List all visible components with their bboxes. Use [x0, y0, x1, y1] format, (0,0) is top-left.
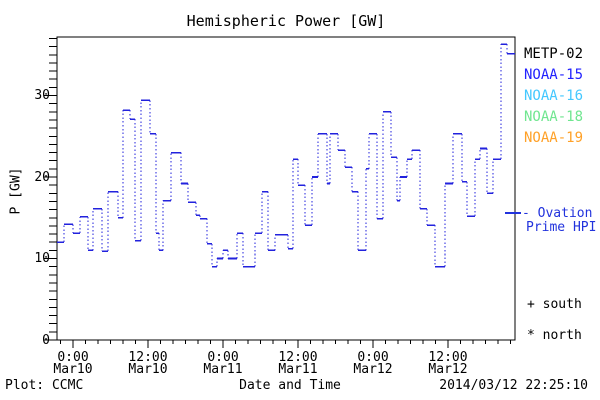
legend-model-line1: - Ovation	[522, 206, 593, 221]
legend-entry-noaa-19: NOAA-19	[524, 130, 584, 146]
legend-entry-metp-02: METP-02	[524, 46, 584, 62]
plot-credit: Plot: CCMC	[5, 378, 84, 393]
x-tick-label: 0:00 Mar12	[353, 350, 393, 377]
y-tick-label: 30	[34, 88, 50, 103]
x-tick-label: 12:00 Mar12	[428, 350, 468, 377]
x-tick-label: 0:00 Mar11	[203, 350, 243, 377]
plot-frame	[56, 36, 516, 341]
legend-marker-north: * north	[527, 328, 582, 343]
chart-title: Hemispheric Power [GW]	[186, 12, 386, 30]
x-tick-label: 0:00 Mar10	[53, 350, 93, 377]
legend-entry-noaa-18: NOAA-18	[524, 109, 584, 125]
legend-marker-south: + south	[527, 297, 582, 312]
x-axis-title: Date and Time	[239, 378, 341, 393]
legend-model-line2: Prime HPI	[526, 220, 597, 235]
plot-timestamp: 2014/03/12 22:25:10	[439, 378, 588, 393]
y-tick-label: 0	[42, 332, 50, 348]
legend-entry-noaa-16: NOAA-16	[524, 88, 584, 104]
y-tick-label: 20	[34, 169, 50, 185]
x-tick-label: 12:00 Mar11	[278, 350, 318, 377]
x-tick-label: 12:00 Mar10	[128, 350, 168, 377]
legend-entry-noaa-15: NOAA-15	[524, 67, 584, 83]
y-tick-label: 10	[34, 251, 50, 266]
